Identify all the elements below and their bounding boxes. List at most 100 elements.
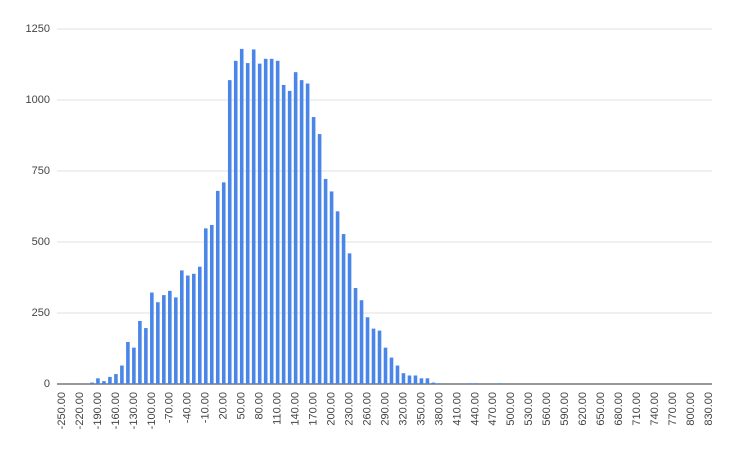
bar: [389, 357, 394, 384]
bar: [431, 382, 436, 384]
bar: [108, 376, 112, 384]
bar: [162, 295, 166, 384]
x-tick-label: -160.00: [110, 392, 122, 429]
x-tick-label: 740.00: [649, 392, 661, 426]
y-tick-label: 1250: [26, 23, 50, 35]
x-tick-label: 410.00: [451, 392, 463, 426]
bar: [377, 330, 382, 384]
bar: [329, 191, 334, 384]
bar: [335, 211, 340, 384]
bar: [323, 178, 328, 384]
bar: [138, 320, 142, 384]
bar: [311, 117, 316, 384]
bar: [359, 300, 364, 384]
bar: [467, 383, 472, 384]
x-tick-label: -250.00: [56, 392, 68, 429]
x-tick-label: 260.00: [361, 392, 373, 426]
bar: [383, 347, 388, 384]
x-tick-label: 560.00: [541, 392, 553, 426]
bar: [497, 383, 502, 384]
x-tick-label: -70.00: [164, 392, 176, 423]
bar: [209, 224, 214, 384]
bar: [425, 378, 430, 384]
x-tick-label: 320.00: [397, 392, 409, 426]
bar: [287, 90, 292, 385]
bar: [180, 270, 184, 384]
y-tick-label: 0: [44, 378, 50, 390]
bar: [263, 58, 268, 384]
bar: [233, 60, 238, 385]
bar: [401, 373, 406, 384]
bar: [150, 292, 154, 384]
x-tick-label: 350.00: [415, 392, 427, 426]
x-tick-label: 80.00: [254, 392, 266, 420]
bar: [347, 253, 352, 384]
x-tick-label: 290.00: [379, 392, 391, 426]
bar: [407, 375, 412, 384]
x-tick-label: 170.00: [308, 392, 320, 426]
bar: [275, 60, 280, 385]
x-tick-label: 50.00: [236, 392, 248, 420]
bar: [144, 328, 148, 384]
bar: [365, 317, 370, 384]
bar: [197, 266, 202, 384]
x-tick-label: 800.00: [685, 392, 697, 426]
bar: [473, 383, 478, 384]
bar: [102, 381, 106, 384]
x-tick-label: 710.00: [631, 392, 643, 426]
x-tick-label: 200.00: [325, 392, 337, 426]
x-tick-label: -130.00: [128, 392, 140, 429]
bar: [281, 84, 286, 384]
x-tick-label: 380.00: [433, 392, 445, 426]
x-tick-label: -220.00: [74, 392, 86, 429]
bar: [437, 383, 442, 384]
bar: [353, 288, 358, 384]
x-tick-label: 470.00: [487, 392, 499, 426]
x-tick-label: 500.00: [505, 392, 517, 426]
x-tick-label: 830.00: [703, 392, 715, 426]
x-tick-label: -40.00: [182, 392, 194, 423]
bar: [257, 63, 262, 384]
x-tick-label: -190.00: [92, 392, 104, 429]
bar: [174, 297, 178, 384]
bar: [191, 273, 196, 384]
bar: [114, 374, 118, 384]
bar: [371, 328, 376, 384]
bar: [168, 290, 172, 384]
bar: [221, 182, 226, 384]
x-tick-label: 650.00: [595, 392, 607, 426]
bar: [227, 80, 232, 385]
bar: [317, 134, 322, 384]
x-tick-label: -100.00: [146, 392, 158, 429]
x-tick-label: 590.00: [559, 392, 571, 426]
bar: [186, 275, 190, 384]
bar: [120, 365, 124, 384]
x-tick-label: 230.00: [343, 392, 355, 426]
bar: [293, 72, 298, 384]
x-tick-label: 770.00: [667, 392, 679, 426]
bar: [299, 80, 304, 385]
bar: [203, 228, 208, 384]
bar: [341, 234, 346, 384]
x-tick-label: 440.00: [469, 392, 481, 426]
x-tick-label: 110.00: [272, 392, 284, 425]
bar: [96, 378, 100, 384]
bar: [419, 378, 424, 384]
bar: [156, 302, 160, 384]
bar: [239, 48, 244, 384]
x-tick-label: 530.00: [523, 392, 535, 426]
y-tick-label: 250: [32, 307, 50, 319]
bar: [126, 341, 130, 384]
x-tick-label: 140.00: [290, 392, 302, 426]
y-tick-label: 750: [32, 165, 50, 177]
bar: [269, 58, 274, 384]
y-tick-label: 1000: [26, 94, 50, 106]
bar: [132, 347, 136, 384]
bar: [251, 49, 256, 384]
x-tick-label: -10.00: [200, 392, 212, 423]
bar: [245, 63, 250, 385]
bar: [305, 83, 310, 384]
bar: [90, 382, 94, 384]
